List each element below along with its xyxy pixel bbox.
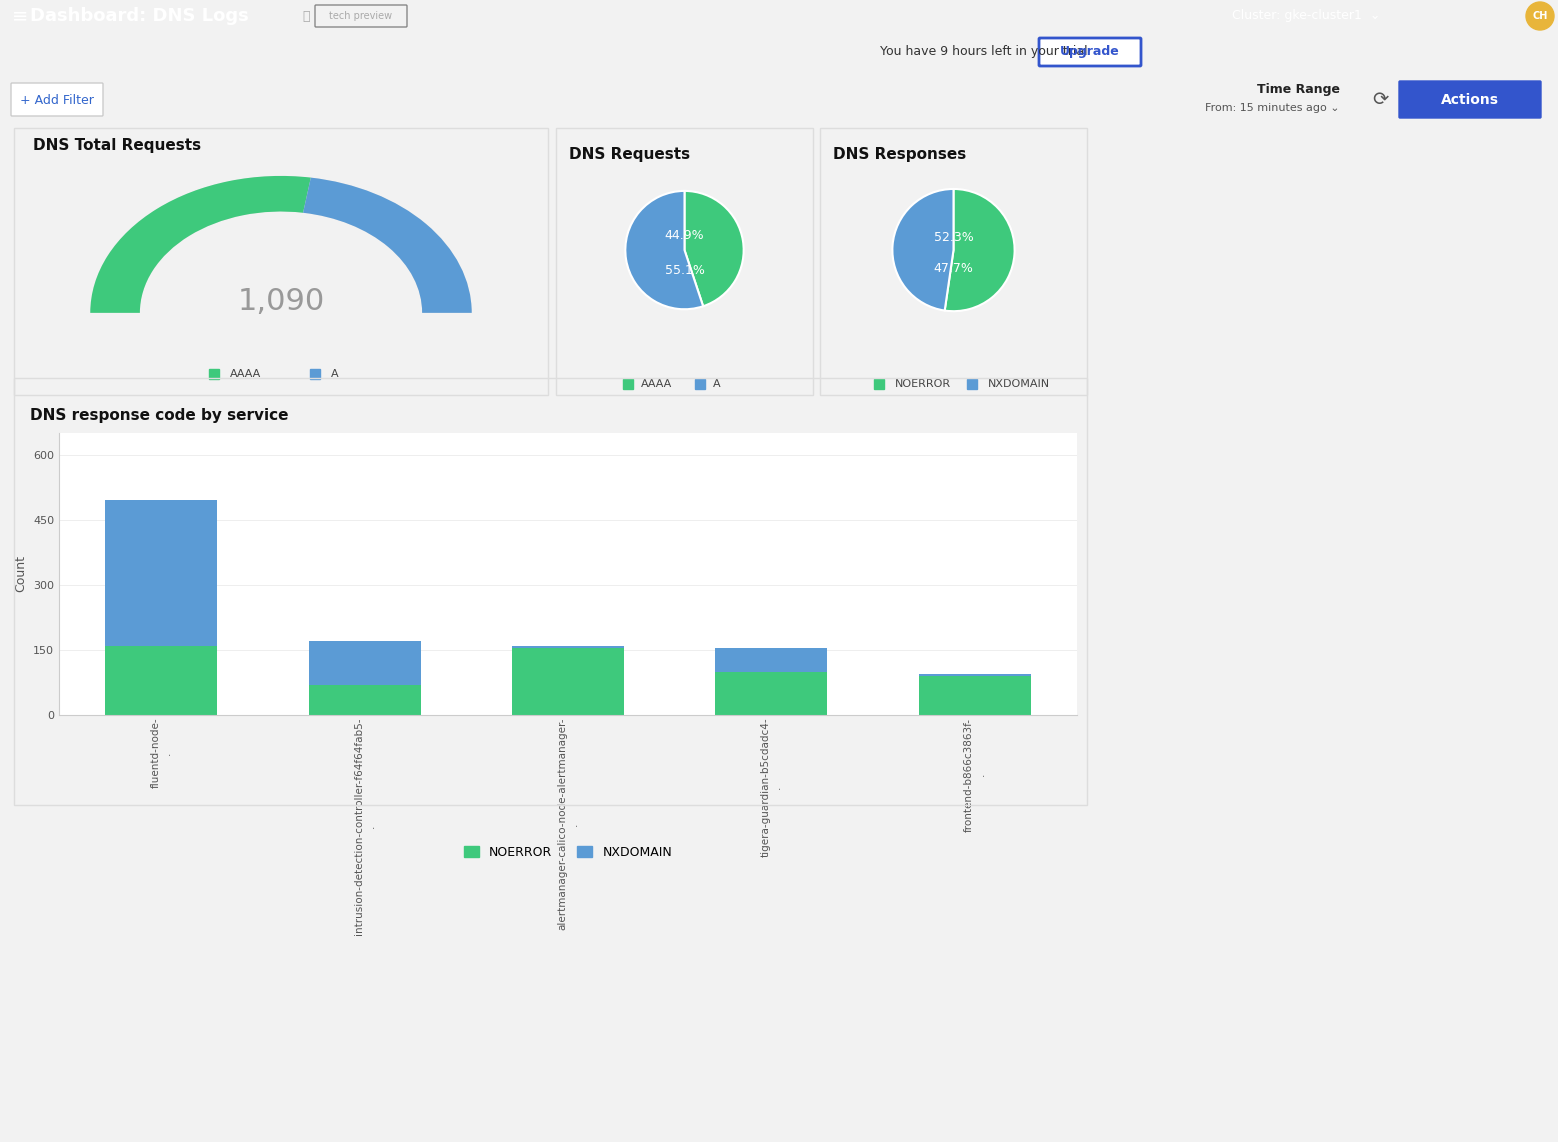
Bar	[106, 645, 217, 715]
Text: Upgrade: Upgrade	[1059, 46, 1120, 58]
Text: NOERROR: NOERROR	[894, 379, 950, 389]
Text: DNS Responses: DNS Responses	[834, 146, 966, 162]
Text: DNS Requests: DNS Requests	[569, 146, 690, 162]
Bar	[106, 500, 217, 645]
Text: 🔒: 🔒	[302, 9, 310, 23]
Legend: NOERROR, NXDOMAIN: NOERROR, NXDOMAIN	[460, 841, 678, 863]
Text: DNS Total Requests: DNS Total Requests	[33, 137, 201, 153]
Bar	[513, 645, 623, 648]
Text: NXDOMAIN: NXDOMAIN	[988, 379, 1050, 389]
Text: 55.1%: 55.1%	[665, 264, 704, 278]
Text: + Add Filter: + Add Filter	[20, 94, 93, 106]
Bar	[715, 671, 827, 715]
Text: Actions: Actions	[1441, 93, 1499, 107]
Text: Cluster: gke-cluster1  ⌄: Cluster: gke-cluster1 ⌄	[1232, 9, 1380, 23]
Bar	[308, 642, 421, 685]
Wedge shape	[684, 191, 743, 306]
Wedge shape	[893, 188, 953, 311]
Text: AAAA: AAAA	[640, 379, 671, 389]
FancyBboxPatch shape	[11, 83, 103, 116]
Text: DNS response code by service: DNS response code by service	[30, 408, 288, 423]
Wedge shape	[625, 191, 703, 309]
Wedge shape	[304, 178, 472, 313]
Text: 1,090: 1,090	[237, 288, 324, 316]
Text: 47.7%: 47.7%	[933, 262, 974, 275]
Text: A: A	[712, 379, 720, 389]
Y-axis label: Count: Count	[14, 555, 28, 593]
Text: ⟳: ⟳	[1371, 89, 1388, 108]
Text: Time Range: Time Range	[1257, 83, 1340, 97]
Bar	[308, 685, 421, 715]
Text: tech preview: tech preview	[329, 11, 393, 21]
Text: CH: CH	[1533, 11, 1547, 21]
Wedge shape	[944, 188, 1014, 312]
Text: 52.3%: 52.3%	[933, 232, 974, 244]
Bar	[919, 674, 1031, 676]
Text: You have 9 hours left in your trial: You have 9 hours left in your trial	[880, 46, 1087, 58]
Text: AAAA: AAAA	[229, 370, 260, 379]
Text: ≡: ≡	[12, 7, 28, 25]
FancyBboxPatch shape	[1399, 81, 1541, 118]
Circle shape	[1525, 2, 1553, 30]
Bar	[715, 648, 827, 671]
Bar	[919, 676, 1031, 715]
Wedge shape	[90, 176, 312, 313]
Bar	[513, 648, 623, 715]
FancyBboxPatch shape	[1039, 38, 1140, 66]
Text: Dashboard: DNS Logs: Dashboard: DNS Logs	[30, 7, 249, 25]
Text: From: 15 minutes ago ⌄: From: 15 minutes ago ⌄	[1206, 103, 1340, 113]
Text: A: A	[330, 370, 338, 379]
Text: 44.9%: 44.9%	[665, 228, 704, 242]
Wedge shape	[90, 176, 472, 313]
